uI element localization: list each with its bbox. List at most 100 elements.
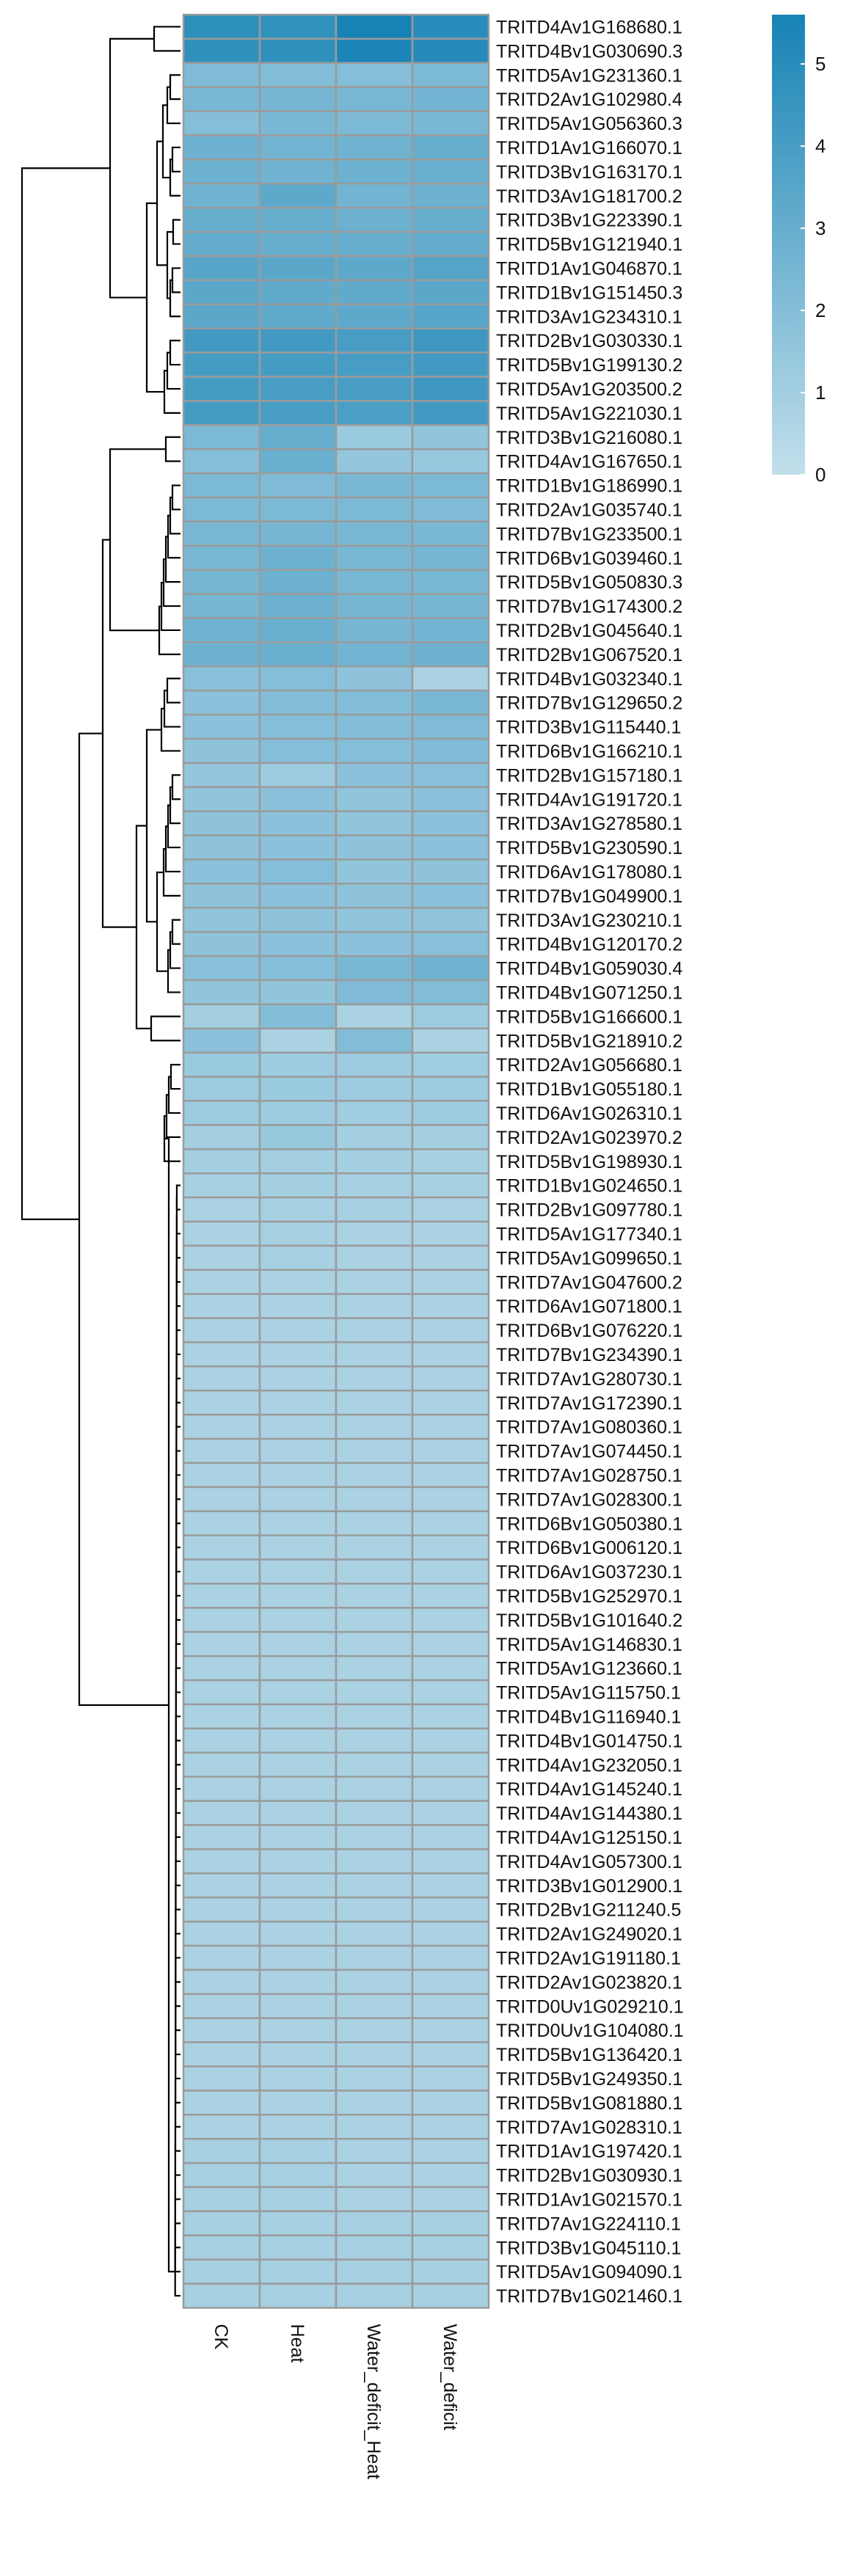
heatmap-cell xyxy=(182,424,261,450)
heatmap-cell xyxy=(335,2234,414,2261)
row-label: TRITD5Bv1G050830.3 xyxy=(496,572,682,593)
row-label: TRITD6Bv1G006120.1 xyxy=(496,1538,682,1558)
legend-tick-label: 1 xyxy=(815,382,826,404)
heatmap-cell xyxy=(411,1220,490,1247)
row-label: TRITD7Av1G172390.1 xyxy=(496,1393,682,1414)
heatmap-cell xyxy=(182,810,261,836)
heatmap-cell xyxy=(182,134,261,161)
heatmap-cell xyxy=(335,1051,414,1078)
heatmap-cell xyxy=(335,1558,414,1585)
heatmap-cell xyxy=(182,1293,261,1319)
heatmap-cell xyxy=(335,907,414,933)
heatmap-cell xyxy=(182,2137,261,2164)
heatmap-cell xyxy=(258,2114,338,2140)
heatmap-cell xyxy=(182,1220,261,1247)
row-label: TRITD1Bv1G186990.1 xyxy=(496,476,682,497)
heatmap-cell xyxy=(411,1100,490,1126)
heatmap-cell xyxy=(411,1800,490,1826)
heatmap-cell xyxy=(411,448,490,475)
heatmap-cell xyxy=(335,1293,414,1319)
row-label: TRITD4Av1G191720.1 xyxy=(496,789,682,810)
heatmap-cell xyxy=(182,2283,261,2309)
heatmap-cell xyxy=(411,2041,490,2068)
heatmap-cell xyxy=(182,1462,261,1489)
heatmap-cell xyxy=(411,400,490,426)
heatmap-cell xyxy=(411,1462,490,1489)
heatmap-cell xyxy=(411,1848,490,1875)
dendrogram-branch xyxy=(171,146,181,172)
heatmap-cell xyxy=(335,1413,414,1440)
heatmap-cell xyxy=(335,930,414,957)
heatmap-cell xyxy=(411,713,490,740)
heatmap-cell xyxy=(411,496,490,523)
heatmap-cell xyxy=(182,1944,261,1971)
heatmap-cell xyxy=(411,2210,490,2237)
heatmap-cell xyxy=(182,448,261,475)
heatmap-cell xyxy=(335,665,414,692)
heatmap-cell xyxy=(335,2065,414,2092)
heatmap-cell xyxy=(258,327,338,354)
heatmap-cell xyxy=(335,1944,414,1971)
heatmap-cell xyxy=(258,134,338,161)
heatmap-cell xyxy=(335,2090,414,2116)
row-label: TRITD5Av1G115750.1 xyxy=(496,1683,681,1704)
heatmap-cell xyxy=(335,2041,414,2068)
row-dendrogram xyxy=(21,26,181,2297)
heatmap-cell xyxy=(182,1076,261,1102)
row-label: TRITD3Bv1G216080.1 xyxy=(496,428,682,448)
row-label: TRITD7Av1G080360.1 xyxy=(496,1417,682,1438)
heatmap-cell xyxy=(182,2041,261,2068)
color-legend: 0 1 2 3 4 5 xyxy=(772,15,826,486)
heatmap-cell xyxy=(411,255,490,282)
heatmap-cell xyxy=(258,376,338,402)
heatmap-cell xyxy=(411,1390,490,1416)
heatmap-cell xyxy=(335,786,414,812)
row-label: TRITD7Bv1G129650.2 xyxy=(496,693,682,714)
heatmap-cell xyxy=(335,1365,414,1392)
heatmap-cell xyxy=(258,1196,338,1223)
heatmap-cell xyxy=(182,1920,261,1947)
dendrogram-branch xyxy=(145,729,161,923)
heatmap-cell xyxy=(258,230,338,258)
row-label: TRITD6Av1G071800.1 xyxy=(496,1296,682,1317)
dendrogram-branch xyxy=(153,26,181,52)
heatmap-cell xyxy=(411,1076,490,1102)
heatmap-cell xyxy=(258,1437,338,1464)
heatmap-cell xyxy=(335,2161,414,2189)
heatmap-cell xyxy=(182,110,261,136)
heatmap-cell xyxy=(411,110,490,136)
heatmap-cell xyxy=(335,737,414,765)
heatmap-cell xyxy=(182,593,261,619)
heatmap-cell xyxy=(182,2186,261,2213)
row-label: TRITD2Av1G191180.1 xyxy=(496,1948,681,1969)
heatmap-cell xyxy=(258,1365,338,1392)
heatmap-cell xyxy=(258,1703,338,1730)
heatmap-cell xyxy=(335,593,414,619)
row-label: TRITD4Bv1G032340.1 xyxy=(496,669,682,690)
heatmap-cell xyxy=(182,1727,261,1754)
heatmap-cell xyxy=(411,1920,490,1947)
heatmap-cell xyxy=(411,424,490,450)
heatmap-cell xyxy=(411,1607,490,1633)
heatmap-cell xyxy=(258,1896,338,1923)
row-label: TRITD0Uv1G104080.1 xyxy=(496,2021,684,2041)
heatmap-cell xyxy=(335,1003,414,1030)
heatmap-cell xyxy=(182,2065,261,2092)
heatmap-cell xyxy=(411,2017,490,2043)
heatmap-cell xyxy=(182,472,261,499)
heatmap-cell xyxy=(182,400,261,426)
dendrogram-branch xyxy=(21,167,110,1220)
heatmap-cell xyxy=(182,713,261,740)
heatmap-cell xyxy=(411,1703,490,1730)
row-label: TRITD5Bv1G249350.1 xyxy=(496,2069,682,2090)
row-label: TRITD4Bv1G120170.2 xyxy=(496,935,682,955)
heatmap-cell xyxy=(335,834,414,861)
heatmap-cell xyxy=(182,1486,261,1513)
heatmap-cell xyxy=(258,1969,338,1996)
heatmap-cell xyxy=(182,1848,261,1875)
heatmap-cell xyxy=(335,520,414,547)
row-label: TRITD1Bv1G024650.1 xyxy=(496,1176,682,1197)
heatmap-cell xyxy=(411,2161,490,2189)
legend-tick-label: 0 xyxy=(815,464,826,486)
heatmap-cell xyxy=(411,665,490,692)
